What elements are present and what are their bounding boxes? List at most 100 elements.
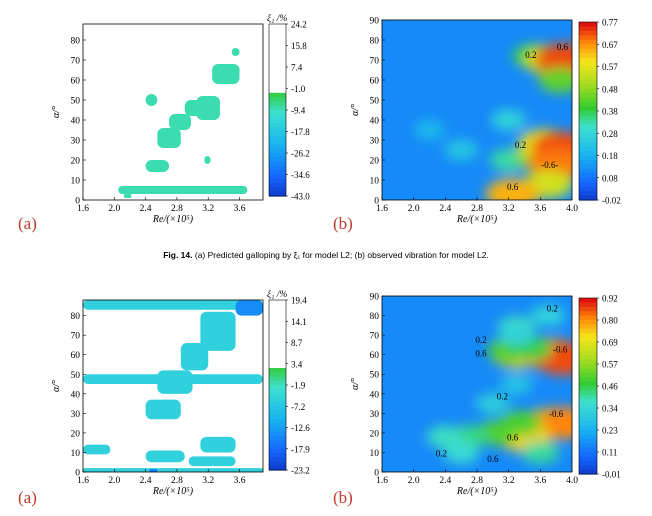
colorbar-swatch bbox=[579, 408, 597, 413]
colorbar-swatch bbox=[579, 390, 597, 396]
colorbar-tick-label: -34.6 bbox=[291, 170, 310, 180]
y-tick-label: 60 bbox=[71, 351, 81, 361]
colorbar-swatch bbox=[269, 368, 286, 373]
colorbar-swatch bbox=[579, 173, 597, 179]
heatmap-blob bbox=[485, 178, 540, 200]
colorbar-swatch bbox=[579, 75, 597, 81]
y-tick-label: 80 bbox=[370, 312, 380, 322]
stable-region bbox=[169, 114, 191, 130]
colorbar-tick-label: -43.0 bbox=[291, 192, 310, 202]
y-tick-label: 10 bbox=[71, 177, 81, 187]
heatmap-blob bbox=[444, 139, 478, 161]
colorbar-swatch bbox=[579, 416, 597, 422]
colorbar-swatch bbox=[579, 306, 597, 312]
colorbar-swatch bbox=[269, 427, 286, 433]
y-tick-label: 70 bbox=[71, 57, 81, 67]
colorbar-swatch bbox=[579, 155, 597, 161]
x-tick-label: 2.8 bbox=[471, 204, 483, 214]
colorbar-swatch bbox=[579, 142, 597, 148]
colorbar-swatch bbox=[269, 36, 286, 42]
colorbar-swatch bbox=[579, 124, 597, 130]
stable-region bbox=[149, 469, 158, 472]
colorbar-swatch bbox=[269, 84, 286, 90]
x-tick-label: 3.6 bbox=[534, 204, 546, 214]
y-axis-label: α/° bbox=[51, 380, 62, 392]
stable-region bbox=[145, 399, 181, 420]
colorbar-swatch bbox=[579, 430, 597, 435]
heatmap-field bbox=[382, 20, 572, 200]
colorbar-swatch bbox=[579, 359, 597, 365]
colorbar-swatch bbox=[579, 53, 597, 59]
stable-region bbox=[157, 128, 181, 148]
y-tick-label: 10 bbox=[370, 177, 380, 187]
y-tick-label: 70 bbox=[370, 57, 380, 67]
x-tick-label: 1.6 bbox=[77, 204, 89, 214]
stable-region bbox=[200, 311, 236, 351]
colorbar-swatch bbox=[579, 26, 597, 32]
panel-label-15a: (a) bbox=[18, 488, 37, 507]
colorbar-swatch bbox=[579, 133, 597, 139]
colorbar-swatch bbox=[579, 372, 597, 378]
colorbar-swatch bbox=[269, 300, 286, 305]
x-tick-label: 1.6 bbox=[376, 204, 388, 214]
x-tick-label: 3.2 bbox=[503, 476, 515, 486]
colorbar-swatch bbox=[269, 431, 286, 437]
colorbar-swatch bbox=[579, 137, 597, 143]
x-tick-label: 3.2 bbox=[503, 204, 515, 214]
colorbar-swatch bbox=[579, 93, 597, 99]
y-tick-label: 30 bbox=[71, 410, 81, 420]
figure-caption: Fig. 14. (a) Predicted galloping by ξ₁ f… bbox=[0, 250, 652, 260]
y-tick-label: 40 bbox=[71, 117, 81, 127]
y-tick-label: 70 bbox=[71, 332, 81, 342]
x-tick-label: 3.6 bbox=[534, 476, 546, 486]
colorbar-swatch bbox=[269, 317, 286, 322]
y-tick-label: 0 bbox=[374, 469, 379, 479]
colorbar-swatch bbox=[579, 177, 597, 183]
colorbar-tick-label: -7.2 bbox=[291, 402, 305, 412]
stable-region bbox=[180, 343, 209, 371]
colorbar-swatch bbox=[269, 380, 286, 386]
colorbar-tick-label: 0.77 bbox=[602, 18, 618, 28]
colorbar-swatch bbox=[269, 114, 286, 120]
colorbar-swatch bbox=[269, 465, 286, 471]
colorbar-tick-label: 15.8 bbox=[291, 41, 307, 51]
contour-label: 0.6 bbox=[557, 42, 569, 52]
colorbar-swatch bbox=[579, 412, 597, 418]
colorbar-swatch bbox=[269, 49, 286, 55]
colorbar-swatch bbox=[269, 187, 286, 193]
stable-region bbox=[123, 194, 132, 198]
x-tick-label: 2.0 bbox=[108, 204, 120, 214]
x-tick-label: 2.0 bbox=[108, 476, 120, 486]
panel-label-14b: (b) bbox=[333, 214, 353, 233]
contour-label: 0.6 bbox=[487, 454, 499, 464]
contour-label: 0.2 bbox=[475, 335, 486, 345]
colorbar-swatch bbox=[269, 75, 286, 81]
colorbar-swatch bbox=[579, 355, 597, 361]
colorbar-tick-label: 14.1 bbox=[291, 317, 307, 327]
colorbar-swatch bbox=[269, 28, 286, 34]
x-tick-label: 3.2 bbox=[202, 476, 214, 486]
colorbar-tick-label: 0.34 bbox=[602, 404, 618, 414]
colorbar-swatch bbox=[269, 79, 286, 85]
y-tick-label: 80 bbox=[71, 312, 81, 322]
colorbar-swatch bbox=[579, 377, 597, 383]
colorbar-swatch bbox=[579, 324, 597, 330]
heatmap-blob bbox=[500, 373, 533, 395]
colorbar-swatch bbox=[269, 45, 286, 51]
colorbar-swatch bbox=[269, 161, 286, 167]
colorbar-swatch bbox=[269, 183, 286, 188]
stable-region bbox=[231, 48, 240, 56]
colorbar-swatch bbox=[579, 328, 597, 334]
y-tick-label: 50 bbox=[370, 371, 380, 381]
colorbar-swatch bbox=[269, 334, 286, 339]
colorbar-swatch bbox=[269, 191, 286, 197]
colorbar-label: ξ₁ /% bbox=[267, 289, 287, 300]
colorbar-swatch bbox=[269, 105, 286, 111]
colorbar-swatch bbox=[579, 337, 597, 343]
colorbar-swatch bbox=[579, 399, 597, 405]
y-tick-label: 30 bbox=[71, 137, 81, 147]
colorbar-swatch bbox=[269, 351, 286, 356]
colorbar-swatch bbox=[269, 385, 286, 390]
x-tick-label: 2.8 bbox=[471, 476, 483, 486]
colorbar-swatch bbox=[269, 414, 286, 420]
